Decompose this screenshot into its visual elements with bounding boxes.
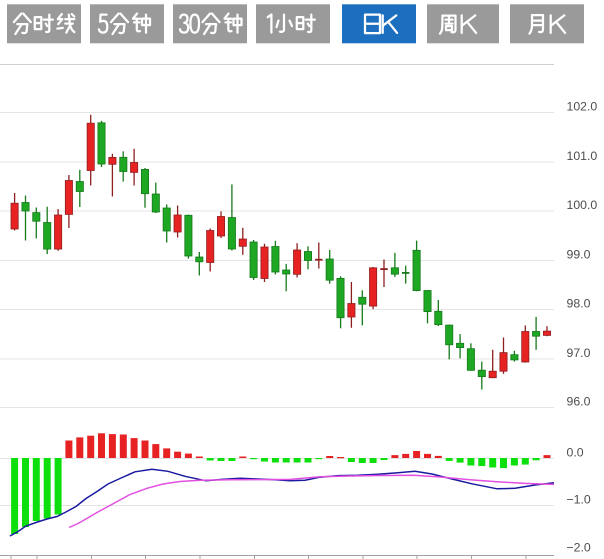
svg-text:101.0: 101.0 xyxy=(567,149,598,163)
svg-text:97.0: 97.0 xyxy=(567,346,591,360)
svg-text:98.0: 98.0 xyxy=(567,296,591,310)
svg-text:96.0: 96.0 xyxy=(567,394,591,408)
svg-text:0.0: 0.0 xyxy=(567,445,584,459)
svg-text:99.0: 99.0 xyxy=(567,247,591,261)
svg-text:−1.0: −1.0 xyxy=(567,492,591,506)
svg-text:102.0: 102.0 xyxy=(567,99,598,113)
svg-text:−2.0: −2.0 xyxy=(567,540,591,554)
svg-text:100.0: 100.0 xyxy=(567,198,598,212)
